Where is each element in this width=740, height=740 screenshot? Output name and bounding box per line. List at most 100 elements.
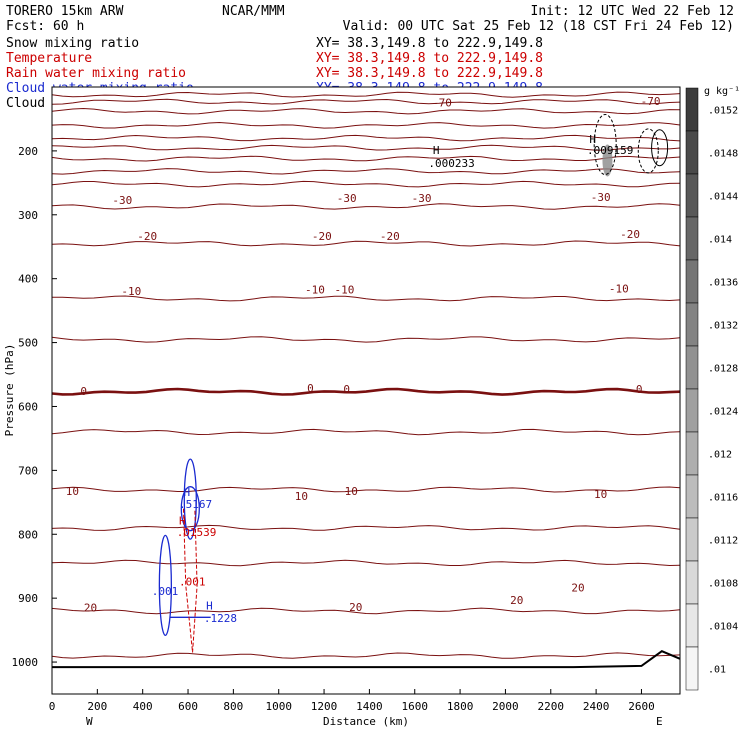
colorbar-tick-label: .0108 (708, 579, 738, 590)
isotherm-label: -10 (121, 285, 141, 298)
isotherm-line (51, 559, 681, 567)
x-axis-west-label: W (86, 715, 93, 728)
colorbar-tick-label: .0148 (708, 149, 738, 160)
isotherm-line (51, 524, 681, 531)
colorbar-swatch (685, 87, 699, 132)
field-xy: XY= 38.3,149.8 to 222.9,149.8 (316, 51, 543, 66)
terrain-surface (52, 650, 681, 669)
field-xy: XY= 38.3,149.8 to 222.9,149.8 (316, 36, 543, 51)
isotherm-line (51, 144, 681, 151)
isotherm-line (51, 203, 681, 210)
isotherm-label: 10 (594, 488, 607, 501)
extremum-annotation: .1228 (204, 612, 237, 625)
colorbar-tick-label: .0132 (708, 321, 738, 332)
extremum-annotation: .001 (179, 575, 206, 588)
isotherm-line (51, 607, 681, 615)
extremum-annotation: .5167 (179, 498, 212, 511)
x-tick-label: 2200 (538, 700, 565, 713)
colorbar-swatch (685, 173, 699, 218)
extremum-annotation: H (179, 515, 186, 528)
extremum-annotation: H (433, 144, 440, 157)
y-axis-label: Pressure (hPa) (3, 344, 16, 437)
x-tick-label: 1600 (401, 700, 428, 713)
extremum-annotation: H (206, 600, 213, 613)
colorbar-swatch (685, 130, 699, 175)
isotherm-label: 20 (349, 601, 362, 614)
cloud-ice-shading (602, 144, 613, 177)
rain-water-contour (182, 508, 198, 653)
x-tick-label: 2400 (583, 700, 610, 713)
valid-time: Valid: 00 UTC Sat 25 Feb 12 (18 CST Fri … (343, 19, 734, 34)
isotherm-label: -10 (335, 284, 355, 297)
isotherm-line (51, 168, 681, 175)
isotherm-label: -10 (609, 282, 629, 295)
org-title: NCAR/MMM (222, 4, 285, 19)
isotherm-label: 10 (345, 485, 358, 498)
colorbar-swatch (685, 646, 699, 691)
extremum-annotation: H (589, 133, 596, 146)
y-tick-label: 600 (18, 400, 38, 413)
isotherm-label: -20 (137, 230, 157, 243)
isotherm-label: -70 (641, 95, 661, 108)
temperature-isotherms (51, 91, 681, 659)
y-tick-label: 400 (18, 273, 38, 286)
colorbar-tick-label: .0104 (708, 622, 738, 633)
model-title: TORERO 15km ARW (6, 4, 124, 19)
isotherm-label: -70 (432, 96, 452, 109)
colorbar-swatch (685, 603, 699, 648)
isotherm-label: -30 (591, 191, 611, 204)
isotherm-line (51, 91, 681, 98)
colorbar-tick-label: .0144 (708, 192, 738, 203)
extremum-annotation: .001 (152, 585, 179, 598)
x-tick-label: 800 (223, 700, 243, 713)
colorbar-swatch (685, 302, 699, 347)
isotherm-label: -20 (620, 228, 640, 241)
isotherm-line (51, 652, 681, 659)
isotherm-label: 10 (295, 490, 308, 503)
colorbar-swatch (685, 431, 699, 476)
x-tick-label: 2600 (628, 700, 655, 713)
x-tick-label: 400 (133, 700, 153, 713)
y-tick-label: 500 (18, 337, 38, 350)
colorbar-tick-label: .0152 (708, 106, 738, 117)
colorbar-tick-label: .0112 (708, 536, 738, 547)
extremum-annotation: .000233 (428, 157, 474, 170)
field-name: Rain water mixing ratio (6, 66, 186, 81)
field-name: Temperature (6, 51, 92, 66)
isotherm-label: 0 (343, 383, 350, 396)
forecast-hour: Fcst: 60 h (6, 19, 84, 34)
colorbar-tick-label: .012 (708, 450, 732, 461)
isotherm-label: -20 (312, 230, 332, 243)
colorbar-tick-label: .014 (708, 235, 732, 246)
isotherm-line (51, 134, 681, 142)
colorbar-tick-label: .0128 (708, 364, 738, 375)
extremum-annotation: H (183, 486, 190, 499)
x-axis-label: Distance (km) (323, 715, 409, 728)
extrema-annotations: H.000233H.009159H.5167H.01539.001.001H.1… (152, 133, 634, 625)
colorbar-swatch (685, 560, 699, 605)
isotherm-line (51, 295, 681, 302)
x-tick-label: 0 (49, 700, 56, 713)
contour-labels: -70 -70-30 -30 -30 -30-20 -20 -20 -20-10 -10 -10-… (66, 95, 661, 615)
colorbar-tick-label: .0136 (708, 278, 738, 289)
cloud-water-contour (158, 534, 173, 637)
colorbar-unit: g kg⁻¹ (704, 86, 740, 97)
isotherm-label: -20 (380, 230, 400, 243)
x-tick-label: 1400 (356, 700, 383, 713)
colorbar-swatch (685, 345, 699, 390)
extremum-annotation: .009159 (587, 144, 633, 157)
colorbar-swatch (685, 474, 699, 519)
isotherm-line (51, 107, 681, 115)
x-tick-label: 200 (87, 700, 107, 713)
colorbar: .0152 .0148 .0144 .014 .0136 .0132 .0128 .0124.… (685, 87, 738, 691)
isotherm-label: -30 (337, 192, 357, 205)
colorbar-swatch (685, 517, 699, 562)
isotherm-label: -10 (305, 284, 325, 297)
isotherm-line (51, 155, 681, 162)
isotherm-label: -30 (412, 192, 432, 205)
y-tick-label: 300 (18, 209, 38, 222)
snow-contour (651, 129, 669, 167)
colorbar-swatch (685, 388, 699, 433)
field-xy: XY= 38.3,149.8 to 222.9,149.8 (316, 66, 543, 81)
